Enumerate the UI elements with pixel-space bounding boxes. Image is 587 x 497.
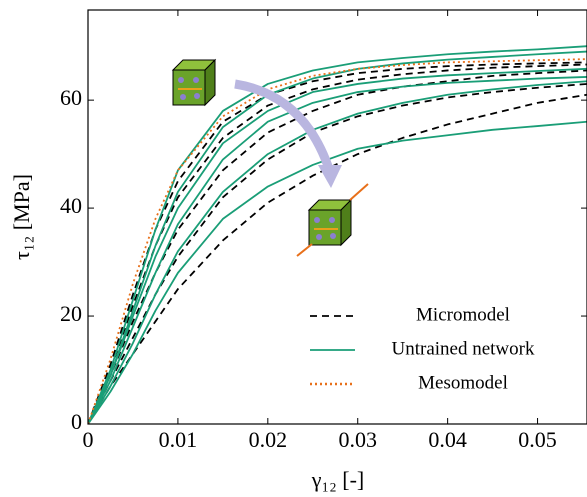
y-tick-label: 0: [71, 409, 82, 434]
arrow-head: [318, 165, 342, 188]
series-line: [88, 50, 587, 424]
series-line: [88, 63, 587, 424]
plot-frame: [87, 9, 587, 425]
series-line: [88, 80, 587, 424]
legend-label: Mesomodel: [418, 372, 508, 393]
x-axis-label: γ₁₂ [-]: [311, 467, 365, 492]
series-line: [88, 69, 587, 424]
series-line: [88, 61, 587, 424]
x-tick-label: 0.02: [249, 427, 288, 452]
series-line: [88, 58, 587, 424]
series-line: [88, 120, 587, 424]
x-tick-label: 0.04: [428, 427, 467, 452]
series-line: [88, 45, 587, 424]
legend-label: Micromodel: [416, 304, 510, 325]
legend-label: Untrained network: [392, 338, 535, 359]
x-tick-label: 0.03: [338, 427, 377, 452]
x-tick-label: 0.01: [159, 427, 198, 452]
plot-area: [88, 45, 587, 424]
x-tick-label: 0.05: [518, 427, 557, 452]
x-tick-label: 0: [83, 427, 94, 452]
y-tick-label: 60: [60, 85, 82, 110]
y-tick-label: 40: [60, 193, 82, 218]
illustration: [171, 58, 369, 257]
series-line: [88, 83, 587, 424]
y-tick-label: 20: [60, 301, 82, 326]
y-axis-label: τ₁₂ [MPa]: [9, 174, 34, 260]
transition-arrow: [234, 79, 335, 174]
cube-icon: [171, 58, 217, 107]
cube-icon-sheared: [296, 183, 369, 257]
series-line: [88, 67, 587, 424]
